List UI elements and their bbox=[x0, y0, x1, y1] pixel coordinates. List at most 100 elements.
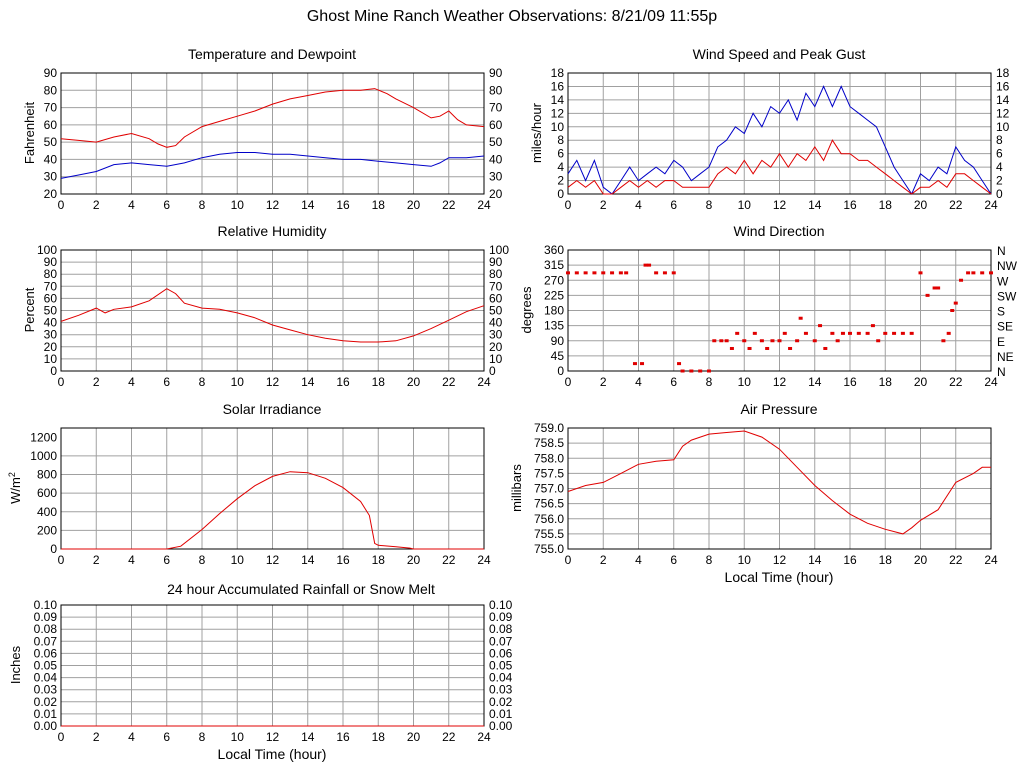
x-tick-label: 10 bbox=[738, 375, 752, 389]
data-point bbox=[742, 339, 747, 343]
y-tick-label: 759.0 bbox=[534, 421, 564, 435]
y-tick-label-right: 70 bbox=[489, 101, 503, 115]
chart-title: Wind Direction bbox=[733, 223, 824, 239]
chart-title: Relative Humidity bbox=[218, 223, 327, 239]
compass-label: SW bbox=[997, 289, 1017, 303]
x-tick-label: 4 bbox=[635, 553, 642, 567]
x-tick-label: 20 bbox=[407, 375, 421, 389]
y-tick-label: 756.5 bbox=[534, 497, 564, 511]
x-tick-label: 14 bbox=[808, 375, 822, 389]
y-tick-label-right: 14 bbox=[996, 93, 1010, 107]
y-tick-label-right: 0.05 bbox=[489, 659, 513, 673]
data-point bbox=[677, 362, 682, 366]
x-tick-label: 4 bbox=[128, 730, 135, 744]
x-tick-label: 12 bbox=[266, 730, 280, 744]
y-tick-label: 135 bbox=[544, 319, 564, 333]
y-tick-label: 758.5 bbox=[534, 436, 564, 450]
x-tick-label: 8 bbox=[199, 730, 206, 744]
y-tick-label-right: 30 bbox=[489, 328, 503, 342]
data-point bbox=[788, 346, 793, 350]
x-tick-label: 8 bbox=[199, 198, 206, 212]
y-tick-label: 18 bbox=[551, 66, 565, 80]
x-tick-label: 10 bbox=[738, 198, 752, 212]
y-tick-label-right: 0.01 bbox=[489, 707, 513, 721]
y-tick-label-right: 40 bbox=[489, 152, 503, 166]
y-tick-label-right: 20 bbox=[489, 187, 503, 201]
y-tick-label-right: 0.10 bbox=[489, 598, 513, 612]
compass-label: NE bbox=[997, 350, 1014, 364]
plot-frame bbox=[567, 72, 992, 195]
y-tick-label-right: 2 bbox=[996, 174, 1003, 188]
data-point bbox=[848, 331, 852, 335]
data-point bbox=[798, 316, 803, 320]
chart-title: Air Pressure bbox=[740, 401, 817, 417]
y-tick-label: 0 bbox=[557, 364, 564, 378]
y-tick-label: 20 bbox=[44, 340, 58, 354]
x-tick-label: 4 bbox=[128, 198, 135, 212]
x-tick-label: 8 bbox=[706, 198, 713, 212]
x-tick-label: 8 bbox=[199, 375, 206, 389]
y-tick-label-right: 16 bbox=[996, 79, 1010, 93]
x-axis-label: Local Time (hour) bbox=[725, 569, 834, 585]
x-tick-label: 16 bbox=[336, 553, 350, 567]
y-tick-label-right: 90 bbox=[489, 66, 503, 80]
data-point bbox=[618, 271, 623, 275]
x-tick-label: 6 bbox=[670, 553, 677, 567]
x-tick-label: 16 bbox=[336, 198, 350, 212]
x-tick-label: 22 bbox=[949, 553, 963, 567]
y-tick-label: 20 bbox=[44, 187, 58, 201]
y-axis-label: Fahrenheit bbox=[22, 102, 37, 165]
data-point bbox=[624, 271, 629, 275]
x-tick-label: 22 bbox=[442, 198, 456, 212]
y-tick-label: 10 bbox=[44, 352, 58, 366]
x-tick-label: 14 bbox=[808, 553, 822, 567]
x-tick-label: 6 bbox=[163, 730, 170, 744]
y-tick-label: 757.5 bbox=[534, 466, 564, 480]
data-point bbox=[729, 346, 734, 350]
y-tick-label-right: 0.02 bbox=[489, 695, 513, 709]
y-tick-label-right: 80 bbox=[489, 83, 503, 97]
data-point bbox=[632, 362, 637, 366]
compass-label: E bbox=[997, 335, 1005, 349]
x-tick-label: 0 bbox=[565, 375, 572, 389]
x-tick-label: 4 bbox=[635, 375, 642, 389]
x-tick-label: 20 bbox=[407, 730, 421, 744]
x-tick-label: 18 bbox=[879, 553, 893, 567]
y-tick-label: 800 bbox=[37, 468, 57, 482]
x-tick-label: 10 bbox=[231, 198, 245, 212]
y-tick-label: 225 bbox=[544, 288, 564, 302]
y-tick-label: 1200 bbox=[30, 430, 57, 444]
y-axis-label: miles/hour bbox=[529, 102, 544, 163]
y-tick-label-right: 0.03 bbox=[489, 683, 513, 697]
y-tick-label: 0.09 bbox=[34, 610, 58, 624]
data-point bbox=[765, 346, 770, 350]
x-tick-label: 18 bbox=[372, 730, 386, 744]
x-tick-label: 22 bbox=[442, 730, 456, 744]
y-tick-label-right: 10 bbox=[489, 352, 503, 366]
y-tick-label-right: 0.06 bbox=[489, 646, 513, 660]
x-tick-label: 8 bbox=[706, 375, 713, 389]
data-point bbox=[900, 331, 905, 335]
y-tick-label-right: 40 bbox=[489, 316, 503, 330]
y-tick-label: 4 bbox=[557, 160, 564, 174]
data-point bbox=[950, 309, 955, 312]
y-tick-label: 0.01 bbox=[34, 707, 58, 721]
data-point bbox=[870, 324, 875, 328]
y-tick-label: 70 bbox=[44, 101, 58, 115]
y-tick-label: 80 bbox=[44, 267, 58, 281]
data-point bbox=[719, 339, 724, 343]
y-tick-label: 0 bbox=[557, 187, 564, 201]
y-axis-label: W/m2 bbox=[7, 472, 23, 504]
x-tick-label: 20 bbox=[407, 198, 421, 212]
y-tick-label-right: 80 bbox=[489, 267, 503, 281]
y-tick-label: 8 bbox=[557, 133, 564, 147]
x-tick-label: 8 bbox=[706, 553, 713, 567]
x-tick-label: 0 bbox=[58, 730, 65, 744]
x-tick-label: 14 bbox=[301, 730, 315, 744]
y-tick-label: 0.05 bbox=[34, 659, 58, 673]
data-point bbox=[654, 271, 659, 275]
data-point bbox=[735, 331, 740, 335]
y-tick-label: 270 bbox=[544, 273, 564, 287]
y-tick-label: 756.0 bbox=[534, 512, 564, 526]
data-point bbox=[647, 263, 652, 267]
